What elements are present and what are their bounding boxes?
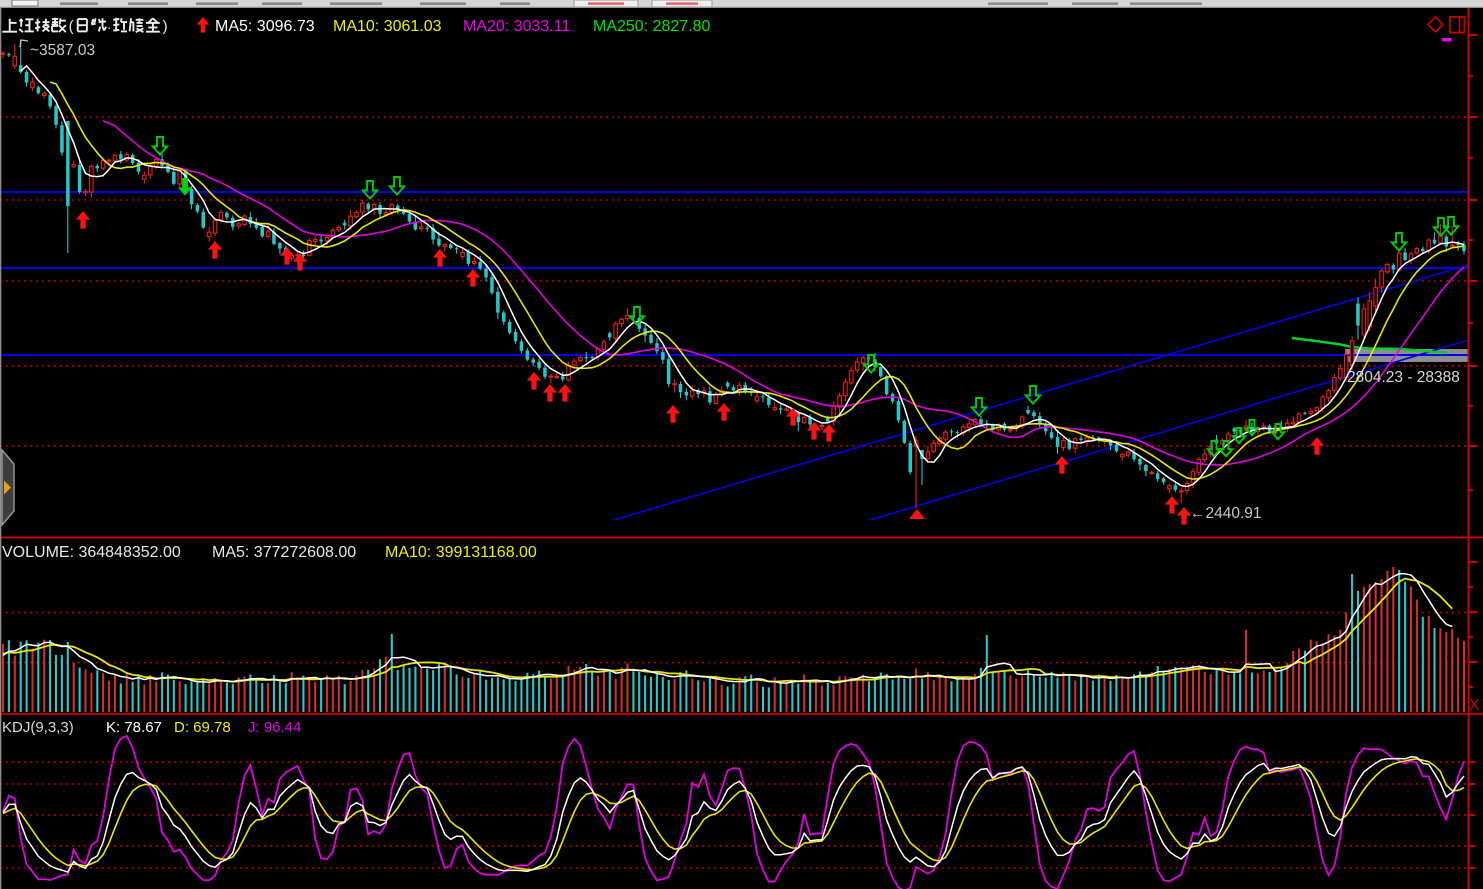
svg-text:MA10: 3061.03: MA10: 3061.03 [333, 18, 442, 35]
svg-text:MA10: 399131168.00: MA10: 399131168.00 [385, 544, 537, 561]
svg-text:): ) [163, 18, 168, 35]
svg-text:MA5: 377272608.00: MA5: 377272608.00 [212, 544, 356, 561]
svg-text:2804.23 - 28388: 2804.23 - 28388 [1347, 369, 1460, 386]
svg-text:D: 69.78: D: 69.78 [174, 719, 231, 736]
svg-text:(: ( [69, 18, 74, 35]
svg-text:KDJ(9,3,3): KDJ(9,3,3) [2, 719, 74, 736]
svg-text:←2440.91: ←2440.91 [1190, 505, 1262, 522]
svg-text:J: 96.44: J: 96.44 [248, 719, 301, 736]
svg-text:~3587.03: ~3587.03 [30, 42, 95, 59]
svg-text:MA5: 3096.73: MA5: 3096.73 [215, 18, 315, 35]
svg-text:X: X [1469, 697, 1480, 714]
svg-text:MA20: 3033.11: MA20: 3033.11 [463, 18, 570, 35]
svg-text:VOLUME: 364848352.00: VOLUME: 364848352.00 [2, 544, 181, 561]
svg-text:MA250: 2827.80: MA250: 2827.80 [593, 18, 711, 35]
svg-text:K: 78.67: K: 78.67 [106, 719, 162, 736]
svg-text:.: . [107, 17, 111, 32]
